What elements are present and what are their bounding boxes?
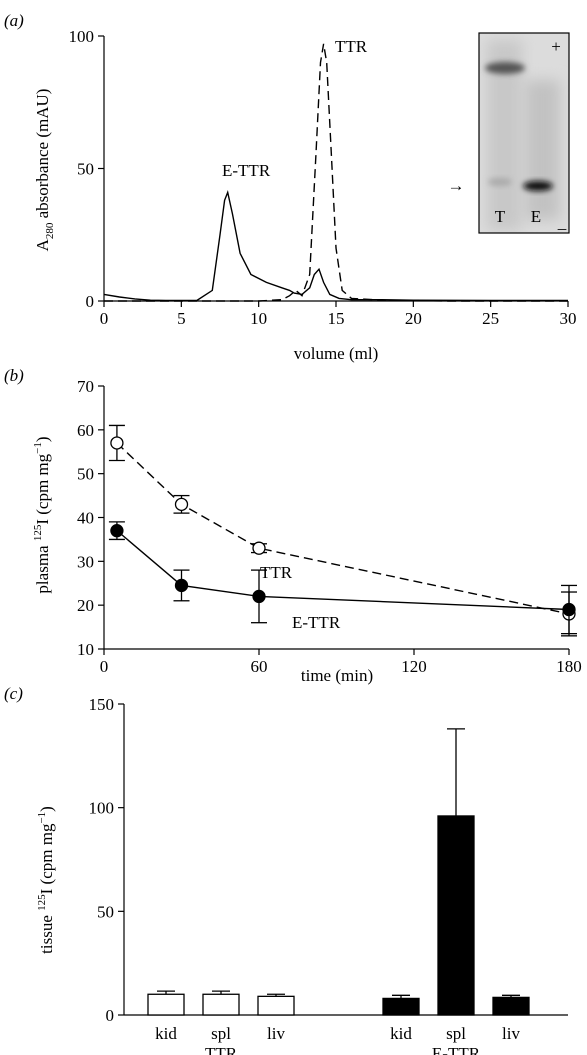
panel-a-x-tick-label: 30 bbox=[560, 309, 577, 328]
panel-a-x-tick-label: 10 bbox=[250, 309, 267, 328]
gel-arrow: → bbox=[448, 176, 465, 195]
series-e-ttr-point bbox=[174, 578, 189, 593]
bar-e-ttr-liv bbox=[492, 996, 530, 1016]
panel-a-ylabel: A280 absorbance (mAU) bbox=[33, 89, 56, 252]
annotation-ttr: TTR bbox=[335, 37, 368, 56]
panel-b-axes: 0 60 120 180 10 20 30 40 50 60 70 bbox=[77, 377, 582, 676]
series-e-ttr-point bbox=[562, 602, 576, 617]
gel-plus: + bbox=[551, 37, 561, 56]
panel-c-category-label: spl bbox=[446, 1024, 466, 1043]
panel-c-bars: kid spl liv TTR kid spl liv E-TTR bbox=[147, 728, 530, 1055]
panel-a-x-tick-label: 0 bbox=[100, 309, 109, 328]
panel-a: (a) 0 5 10 15 20 25 30 0 50 100 E-TTR TTR volume … bbox=[4, 11, 577, 363]
bar-ttr-kid bbox=[147, 993, 185, 1016]
series-ttr-point bbox=[110, 436, 124, 450]
panel-b-x-tick-label: 180 bbox=[556, 657, 582, 676]
panel-c-y-tick-label: 50 bbox=[97, 902, 114, 921]
panel-c-ylabel: tissue 125I (cpm mg−1) bbox=[36, 806, 56, 954]
gel-frame bbox=[478, 32, 570, 234]
panel-a-x-tick-label: 15 bbox=[328, 309, 345, 328]
annotation-e-ttr-b: E-TTR bbox=[292, 613, 341, 632]
panel-c: (c) 0 50 100 150 kid spl liv TTR kid spl liv E-TTR… bbox=[4, 684, 568, 1055]
panel-b-y-tick-label: 60 bbox=[77, 421, 94, 440]
panel-c-category-label: spl bbox=[211, 1024, 231, 1043]
panel-c-category-label: kid bbox=[390, 1024, 412, 1043]
series-ttr-line bbox=[116, 442, 570, 615]
panel-b-series bbox=[108, 424, 577, 637]
series-ttr-point bbox=[174, 497, 189, 512]
bar-e-ttr-kid bbox=[382, 997, 420, 1016]
panel-c-label: (c) bbox=[4, 684, 23, 703]
gel-lane-e: E bbox=[531, 207, 541, 226]
panel-a-x-tick-label: 25 bbox=[482, 309, 499, 328]
panel-c-category-label: kid bbox=[155, 1024, 177, 1043]
gel-band-e bbox=[523, 181, 553, 191]
series-e-ttr-point bbox=[110, 524, 124, 538]
series-e-ttr-point bbox=[252, 589, 266, 604]
gel-lane-t: T bbox=[495, 207, 506, 226]
bar-e-ttr-spl bbox=[437, 815, 475, 1016]
panel-a-series bbox=[103, 43, 568, 302]
panel-b-y-tick-label: 20 bbox=[77, 596, 94, 615]
panel-b-y-tick-label: 40 bbox=[77, 509, 94, 528]
panel-b-x-tick-label: 0 bbox=[100, 657, 109, 676]
series-e-ttr-line bbox=[116, 530, 570, 611]
panel-c-category-label: liv bbox=[267, 1024, 285, 1043]
gel-inset: + _ T E → bbox=[448, 32, 570, 234]
panel-a-xlabel: volume (ml) bbox=[294, 344, 379, 363]
series-ttr-line bbox=[104, 43, 568, 302]
panel-b-y-tick-label: 10 bbox=[77, 640, 94, 659]
panel-a-x-tick-label: 20 bbox=[405, 309, 422, 328]
series-ttr-point bbox=[252, 541, 266, 555]
bar-ttr-liv bbox=[257, 995, 295, 1016]
annotation-e-ttr: E-TTR bbox=[222, 161, 271, 180]
panel-b-x-tick-label: 60 bbox=[251, 657, 268, 676]
gel-minus: _ bbox=[557, 213, 567, 232]
panel-a-y-tick-label: 100 bbox=[69, 27, 95, 46]
panel-a-y-tick-label: 50 bbox=[77, 160, 94, 179]
panel-b-y-tick-label: 70 bbox=[77, 377, 94, 396]
panel-b-x-tick-label: 120 bbox=[401, 657, 427, 676]
gel-band-t bbox=[485, 62, 525, 74]
panel-c-group-label: TTR bbox=[205, 1044, 238, 1055]
panel-a-y-tick-label: 0 bbox=[86, 292, 95, 311]
panel-b-xlabel: time (min) bbox=[301, 666, 373, 685]
panel-b-y-tick-label: 50 bbox=[77, 465, 94, 484]
annotation-ttr-b: TTR bbox=[260, 563, 293, 582]
panel-c-group-label: E-TTR bbox=[432, 1044, 481, 1055]
panel-b: (b) 0 60 120 180 10 20 30 40 50 60 70 TTR E-TTR ti… bbox=[4, 366, 582, 685]
panel-b-label: (b) bbox=[4, 366, 24, 385]
panel-a-x-tick-label: 5 bbox=[177, 309, 186, 328]
bar-ttr-spl bbox=[202, 993, 240, 1016]
panel-c-y-tick-label: 150 bbox=[89, 695, 115, 714]
panel-c-y-tick-label: 100 bbox=[89, 799, 115, 818]
panel-b-ylabel: plasma 125I (cpm mg−1) bbox=[32, 436, 52, 593]
panel-b-y-tick-label: 30 bbox=[77, 552, 94, 571]
panel-a-label: (a) bbox=[4, 11, 24, 30]
panel-a-axes: 0 5 10 15 20 25 30 0 50 100 bbox=[69, 27, 577, 328]
panel-c-axes: 0 50 100 150 bbox=[89, 695, 568, 1025]
panel-c-category-label: liv bbox=[502, 1024, 520, 1043]
panel-c-y-tick-label: 0 bbox=[106, 1006, 115, 1025]
